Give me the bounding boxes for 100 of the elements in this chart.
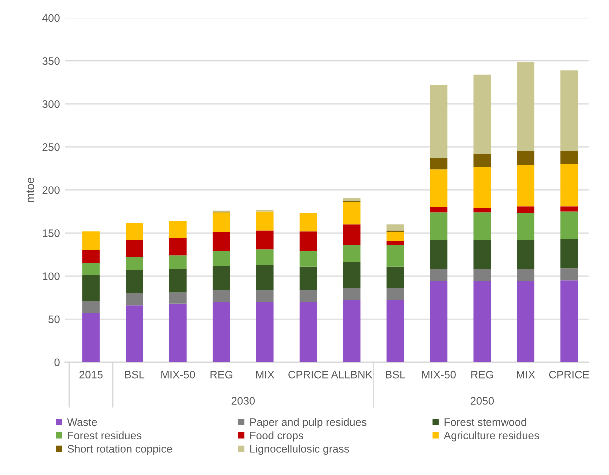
bar <box>82 301 100 314</box>
y-tick-label: 250 <box>42 144 60 152</box>
y-axis-title: mtoe <box>26 178 34 202</box>
bar <box>343 262 361 288</box>
bar <box>256 290 274 302</box>
bar <box>343 198 361 202</box>
bar <box>212 232 230 252</box>
bar <box>430 240 448 270</box>
bar <box>300 290 318 302</box>
x-tick-label: BSL <box>125 371 145 379</box>
bar <box>474 240 492 270</box>
bar <box>126 257 144 270</box>
x-tick-label: BSL <box>386 371 406 379</box>
bar <box>343 245 361 263</box>
bar <box>343 224 361 246</box>
bar <box>517 165 535 207</box>
bar <box>517 213 535 240</box>
bar <box>169 304 187 362</box>
bar <box>256 212 274 231</box>
x-tick-label: MIX-50 <box>162 371 196 379</box>
legend-label: Paper and pulp residues <box>250 418 367 428</box>
bar <box>517 151 535 166</box>
bar <box>126 240 144 258</box>
x-tick-label: MIX-50 <box>422 371 456 379</box>
bar <box>212 212 230 232</box>
bar <box>300 302 318 362</box>
x-tick-label: MIX <box>517 371 536 379</box>
bar <box>386 300 404 362</box>
bar <box>212 251 230 266</box>
legend-label: Waste <box>67 418 98 426</box>
bar <box>343 300 361 362</box>
y-tick-label: 200 <box>42 186 60 194</box>
bar <box>300 232 318 252</box>
bar <box>82 232 100 251</box>
bar <box>343 202 361 225</box>
bar <box>517 62 535 152</box>
x-tick-label: REG <box>210 371 233 379</box>
bar <box>126 222 144 240</box>
bar <box>169 269 187 293</box>
bar <box>82 313 100 362</box>
bar <box>430 281 448 362</box>
text: 2050 <box>470 397 494 405</box>
bar <box>560 239 578 269</box>
y-tick-label: 150 <box>43 230 60 238</box>
bar <box>169 221 187 238</box>
x-tick-label: CPRICE <box>549 371 590 379</box>
bar <box>169 292 187 304</box>
text: 2030 <box>232 397 255 405</box>
bar <box>300 213 318 232</box>
legend-label: Food crops <box>250 432 304 442</box>
bar <box>517 240 535 270</box>
bar <box>386 245 404 267</box>
bar <box>517 281 535 362</box>
bar <box>474 166 492 208</box>
bar <box>474 208 492 213</box>
bar <box>386 232 404 242</box>
bar <box>517 206 535 214</box>
bar <box>169 256 187 270</box>
x-tick-label: CPRICE <box>288 371 329 379</box>
legend-label: Forest stemwood <box>444 418 526 426</box>
bar <box>212 290 230 302</box>
x-tick-label: REG <box>472 371 494 379</box>
bar <box>82 263 100 276</box>
legend-label: Lignocellulosic grass <box>250 444 350 456</box>
bar <box>430 170 448 208</box>
legend-label: Forest residues <box>68 432 142 440</box>
y-tick-label: 0 <box>54 358 60 366</box>
bar <box>430 85 448 158</box>
bar <box>517 269 535 282</box>
bar <box>300 251 318 267</box>
bar <box>430 269 448 282</box>
bar <box>560 164 578 207</box>
bar <box>212 302 230 362</box>
bar <box>256 302 274 362</box>
bar <box>474 281 492 362</box>
legend-label: Short rotation coppice <box>68 444 172 456</box>
bar <box>430 207 448 213</box>
bar <box>474 154 492 167</box>
bar <box>256 230 274 250</box>
bar <box>386 288 404 300</box>
bar <box>560 212 578 240</box>
y-tick-label: 50 <box>48 316 60 324</box>
bar <box>430 158 448 170</box>
bar <box>256 250 274 266</box>
bar <box>126 306 144 362</box>
y-tick-label: 300 <box>42 100 60 108</box>
y-tick-label: 400 <box>42 14 60 22</box>
bar <box>256 265 274 290</box>
bar <box>386 241 404 246</box>
bar <box>560 268 578 281</box>
bar <box>430 212 448 240</box>
bar <box>474 74 492 154</box>
bar <box>343 288 361 300</box>
y-tick-label: 350 <box>42 57 60 66</box>
x-tick-label: 2015 <box>80 371 103 379</box>
bar <box>169 238 187 256</box>
bar <box>82 250 100 264</box>
bar <box>386 266 404 288</box>
bar <box>126 270 144 294</box>
bar <box>82 275 100 302</box>
